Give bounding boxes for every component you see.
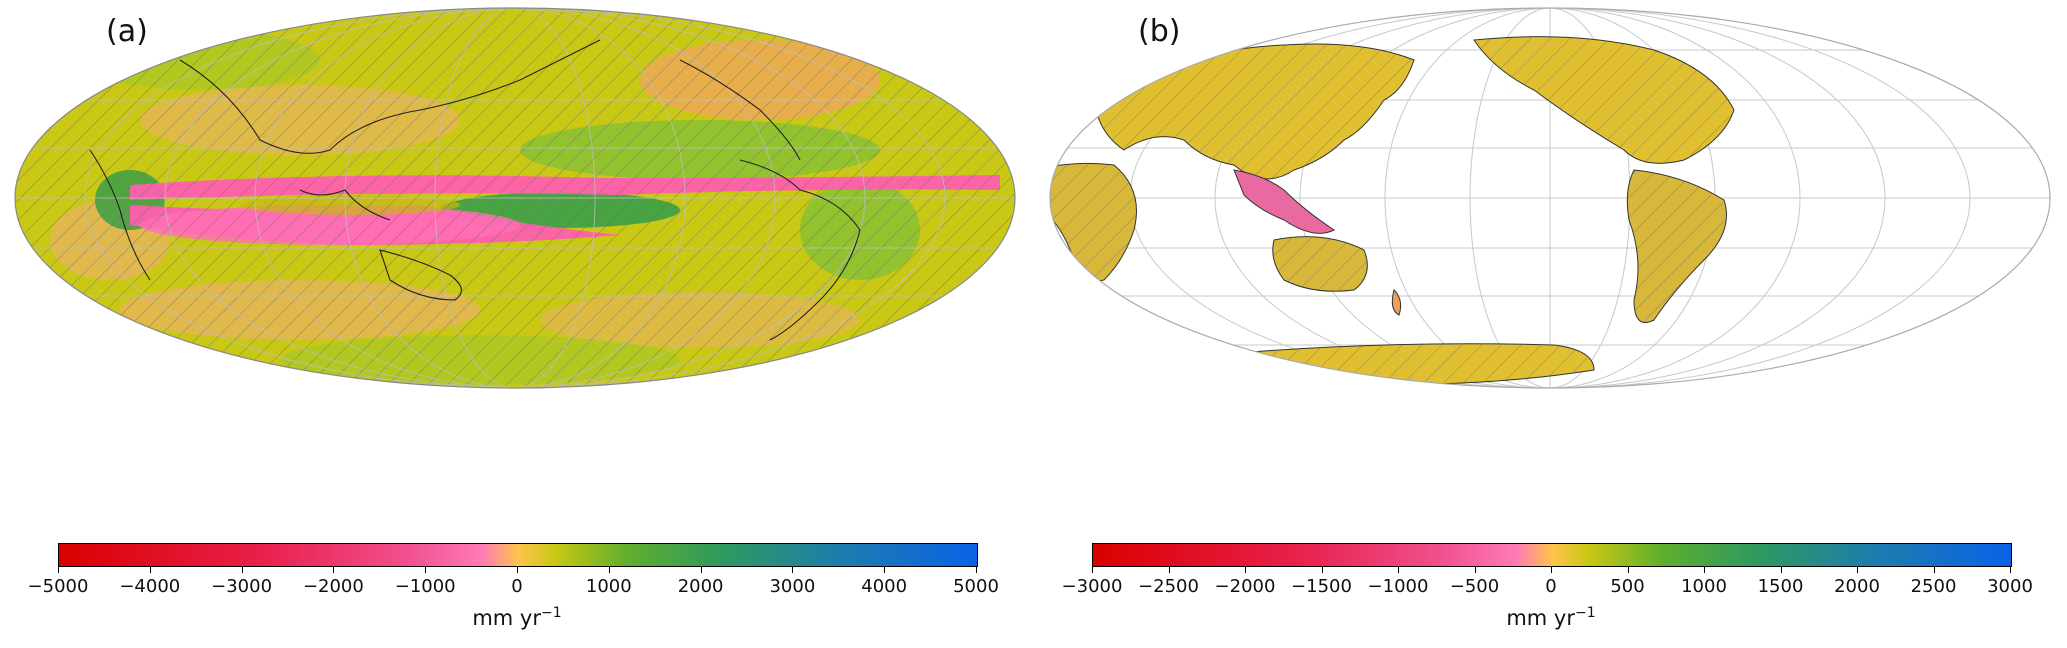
colorbar-tick [149, 566, 151, 573]
colorbar-tick [1474, 566, 1476, 573]
colorbar-tick-label: −1500 [1291, 576, 1352, 597]
colorbar-tick [792, 566, 794, 573]
colorbar-tick [976, 566, 977, 573]
colorbar-a-unit-base: mm yr [472, 606, 541, 630]
colorbar-tick [1551, 566, 1552, 573]
colorbar-tick [58, 566, 59, 573]
panel-a: (a) −5000 −4000 −3000 −2000 −1000 0 1000 2000 30… [0, 7, 1034, 630]
colorbar-tick-label: 2500 [1910, 576, 1957, 597]
colorbar-a-unit-exp: −1 [541, 605, 562, 621]
map-a [14, 7, 1016, 389]
colorbar-tick-label: −1000 [1367, 576, 1429, 597]
panel-b-label: (b) [1138, 14, 1181, 49]
colorbar-tick [1704, 566, 1705, 573]
colorbar-b-unit-exp: −1 [1575, 605, 1596, 621]
colorbar-tick-label: −5000 [27, 576, 89, 597]
panel-a-label: (a) [106, 14, 148, 49]
colorbar-tick-label: −500 [1449, 576, 1500, 597]
colorbar-b [1092, 543, 2012, 567]
colorbar-b-ticks: −3000 −2500 −2000 −1500 −1000 −500 0 500 1000 150… [1062, 566, 2033, 606]
colorbar-tick-label: 5000 [953, 576, 999, 597]
colorbar-b-unit-base: mm yr [1506, 606, 1575, 630]
map-b-field [1050, 8, 2050, 388]
colorbar-tick-label: 0 [511, 576, 523, 597]
colorbar-a-unit: mm yr−1 [0, 605, 1034, 630]
colorbar-tick [1168, 566, 1170, 573]
colorbar-tick-label: 2000 [1834, 576, 1880, 597]
colorbar-tick-label: 3000 [1987, 576, 2033, 597]
colorbar-tick-label: 2000 [677, 576, 724, 597]
colorbar-tick-label: 1000 [1681, 576, 1727, 597]
colorbar-tick-label: −2000 [1214, 576, 1276, 597]
colorbar-tick [425, 566, 427, 573]
colorbar-tick-label: 1500 [1757, 576, 1804, 597]
colorbar-tick [1857, 566, 1858, 573]
colorbar-tick-label: −3000 [1061, 576, 1123, 597]
colorbar-tick [333, 566, 335, 573]
colorbar-a-ticks: −5000 −4000 −3000 −2000 −1000 0 1000 2000 3000 40… [28, 566, 999, 606]
colorbar-tick-label: −2000 [302, 576, 364, 597]
colorbar-tick [1245, 566, 1246, 573]
colorbar-tick-label: −4000 [119, 576, 181, 597]
colorbar-tick [1933, 566, 1935, 573]
colorbar-tick-label: 500 [1610, 576, 1645, 597]
colorbar-tick-label: −3000 [211, 576, 273, 597]
colorbar-tick-label: −1000 [394, 576, 456, 597]
map-a-field [15, 8, 1015, 388]
map-b [1049, 7, 2051, 389]
colorbar-tick [517, 566, 518, 573]
colorbar-tick [1627, 566, 1629, 573]
colorbar-a [58, 543, 978, 567]
colorbar-tick [700, 566, 702, 573]
colorbar-tick [241, 566, 243, 573]
colorbar-tick [2010, 566, 2011, 573]
colorbar-tick-label: 3000 [769, 576, 816, 597]
colorbar-tick-label: 4000 [861, 576, 908, 597]
colorbar-tick-label: 1000 [585, 576, 632, 597]
colorbar-tick [1780, 566, 1782, 573]
colorbar-tick [1398, 566, 1399, 573]
colorbar-tick [1092, 566, 1093, 573]
colorbar-tick [608, 566, 610, 573]
colorbar-tick-label: −2500 [1138, 576, 1199, 597]
colorbar-b-unit: mm yr−1 [1034, 605, 2067, 630]
colorbar-tick-label: 0 [1545, 576, 1557, 597]
colorbar-tick [884, 566, 886, 573]
colorbar-tick [1321, 566, 1323, 573]
panel-b: (b) −3000 −2500 −2000 −1500 −1000 −500 0 500 100… [1034, 0, 2067, 648]
